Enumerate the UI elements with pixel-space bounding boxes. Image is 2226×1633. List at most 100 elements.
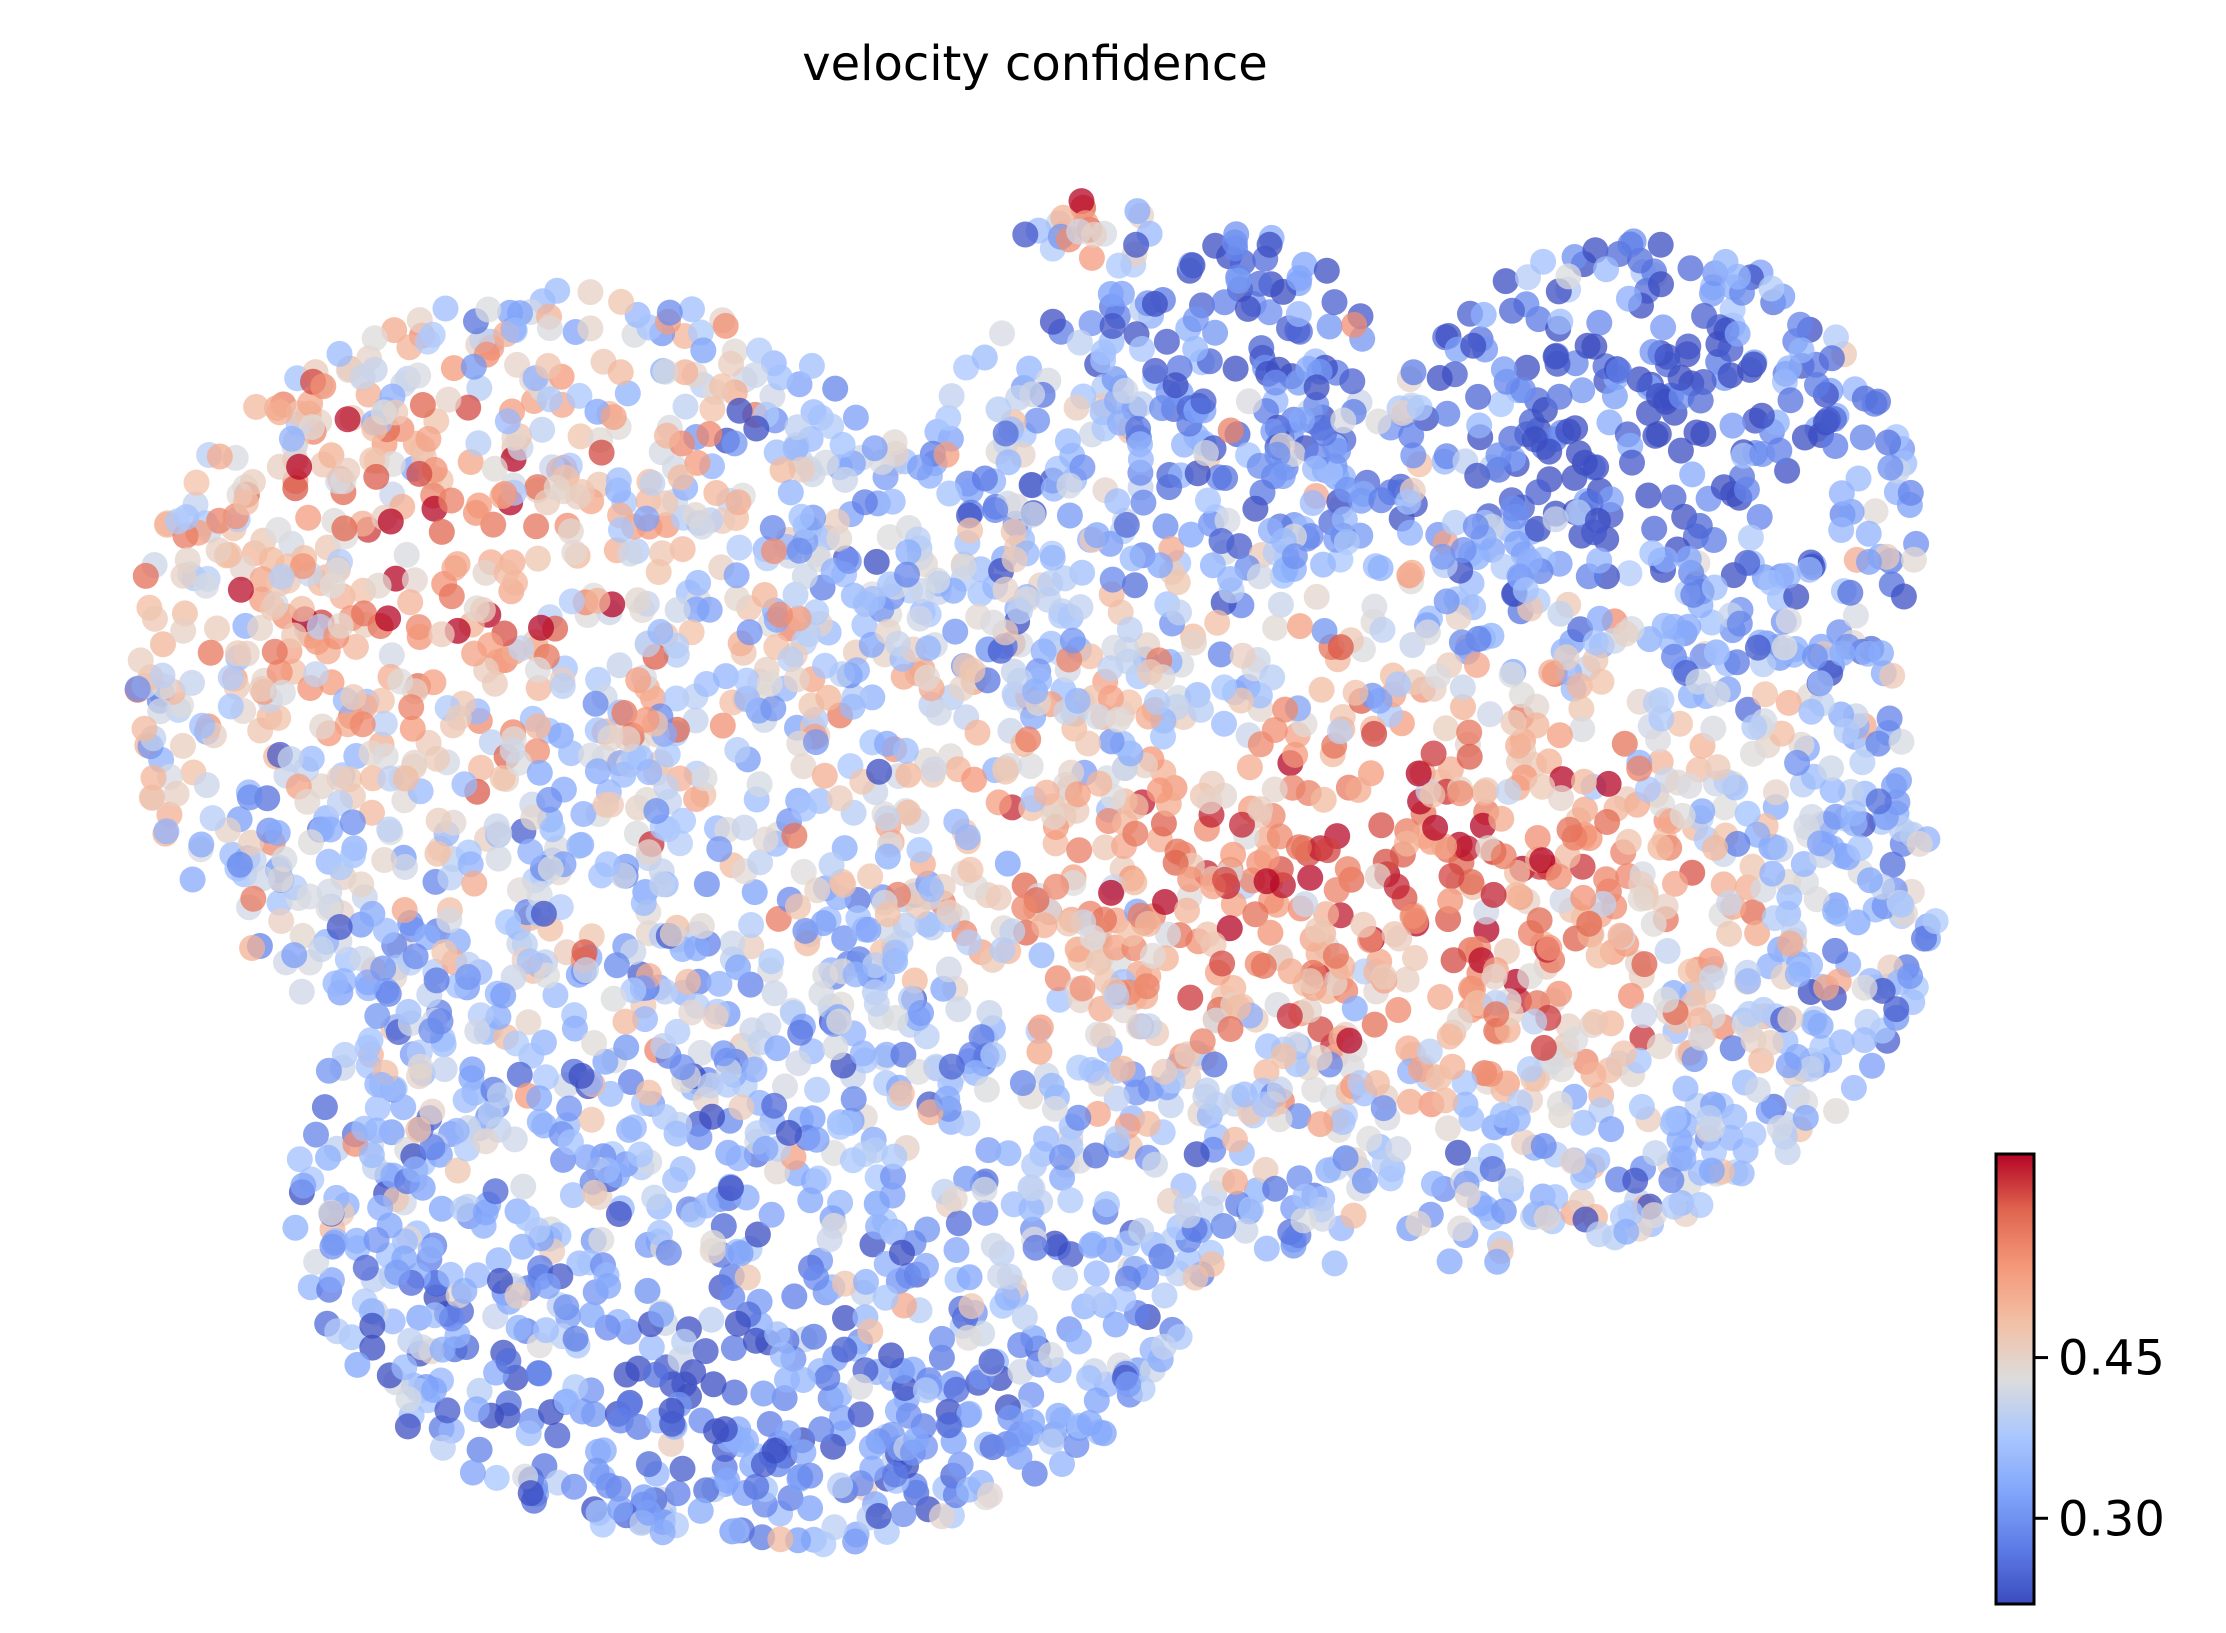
scatter-point	[486, 820, 513, 847]
scatter-point	[1000, 518, 1027, 545]
scatter-point	[1701, 1138, 1727, 1165]
scatter-point	[1385, 671, 1412, 698]
scatter-point	[643, 798, 670, 824]
scatter-point	[829, 431, 856, 458]
scatter-point	[652, 490, 679, 517]
scatter-point	[814, 1364, 841, 1391]
scatter-point	[775, 1119, 802, 1146]
scatter-point	[1015, 726, 1042, 753]
scatter-point	[750, 1380, 777, 1407]
scatter-point	[524, 545, 551, 572]
scatter-point	[1752, 681, 1779, 708]
scatter-point	[880, 1163, 906, 1190]
scatter-point	[1400, 442, 1427, 469]
scatter-point	[1235, 388, 1262, 415]
scatter-point	[985, 884, 1012, 911]
scatter-point	[436, 907, 463, 933]
scatter-point	[539, 816, 566, 843]
scatter-point	[1740, 1121, 1767, 1148]
scatter-point	[1222, 355, 1249, 382]
scatter-point	[859, 684, 886, 711]
scatter-point	[1683, 419, 1710, 446]
scatter-point	[1500, 495, 1527, 522]
scatter-point	[1460, 332, 1487, 359]
scatter-point	[977, 1482, 1003, 1508]
scatter-point	[709, 712, 736, 739]
scatter-point	[1744, 634, 1771, 661]
scatter-point	[174, 547, 201, 574]
scatter-point	[394, 1413, 421, 1440]
scatter-point	[808, 980, 835, 1007]
scatter-point	[415, 426, 442, 452]
scatter-point	[1049, 1451, 1075, 1477]
scatter-point	[1063, 394, 1090, 421]
scatter-point	[787, 1019, 814, 1046]
scatter-point	[1217, 566, 1244, 592]
scatter-point	[617, 540, 644, 567]
scatter-point	[562, 1325, 589, 1352]
scatter-point	[1021, 1152, 1048, 1179]
scatter-point	[764, 1321, 791, 1348]
scatter-point	[1822, 433, 1849, 459]
scatter-point	[956, 1476, 982, 1503]
scatter-point	[972, 1199, 999, 1226]
scatter-point	[1065, 1104, 1092, 1131]
scatter-point	[1544, 350, 1571, 377]
scatter-point	[465, 430, 492, 457]
scatter-point	[227, 576, 254, 603]
scatter-point	[765, 905, 792, 932]
scatter-point	[1419, 781, 1446, 808]
scatter-point	[1680, 581, 1707, 608]
scatter-point	[1484, 1248, 1511, 1275]
scatter-point	[1104, 488, 1131, 515]
scatter-point	[1202, 232, 1229, 259]
scatter-point	[1290, 1207, 1317, 1234]
scatter-point	[1325, 437, 1352, 464]
scatter-point	[1868, 640, 1894, 667]
scatter-point	[1434, 400, 1461, 427]
scatter-point	[1368, 487, 1395, 514]
scatter-point	[956, 1400, 983, 1427]
scatter-point	[1450, 537, 1477, 563]
scatter-point	[1397, 1088, 1423, 1115]
scatter-point	[1667, 437, 1694, 464]
scatter-point	[608, 516, 634, 543]
scatter-point	[1619, 449, 1645, 476]
scatter-point	[327, 854, 354, 881]
scatter-point	[1301, 1076, 1328, 1103]
scatter-point	[693, 1477, 720, 1504]
colorbar-frame	[1994, 1152, 2036, 1606]
scatter-point	[698, 1306, 725, 1333]
scatter-point	[1148, 1243, 1175, 1270]
scatter-point	[723, 562, 750, 589]
scatter-point	[140, 764, 167, 791]
colorbar-tick-label: 0.45	[2058, 1331, 2165, 1387]
scatter-point	[472, 1128, 499, 1155]
scatter-point	[1676, 772, 1703, 799]
scatter-point	[1725, 263, 1751, 290]
scatter-point	[1851, 1027, 1878, 1054]
scatter-point	[1876, 705, 1903, 732]
scatter-point	[1049, 1144, 1075, 1171]
scatter-point	[493, 559, 520, 586]
scatter-point	[920, 756, 947, 783]
scatter-point	[188, 831, 215, 858]
scatter-point	[1719, 1035, 1746, 1062]
scatter-point	[1495, 778, 1522, 805]
scatter-point	[985, 789, 1012, 816]
scatter-point	[895, 1262, 922, 1289]
scatter-point	[517, 1480, 544, 1507]
scatter-point	[534, 1273, 561, 1299]
scatter-point	[1211, 710, 1237, 737]
scatter-point	[334, 406, 361, 433]
scatter-point	[1849, 749, 1876, 776]
scatter-point	[582, 690, 609, 717]
scatter-point	[1728, 1160, 1755, 1187]
scatter-point	[309, 713, 336, 740]
scatter-point	[1150, 810, 1177, 837]
scatter-point	[1796, 556, 1823, 583]
scatter-point	[1377, 1165, 1404, 1192]
scatter-point	[1721, 1103, 1748, 1130]
scatter-point	[491, 480, 518, 507]
scatter-point	[1209, 950, 1236, 977]
